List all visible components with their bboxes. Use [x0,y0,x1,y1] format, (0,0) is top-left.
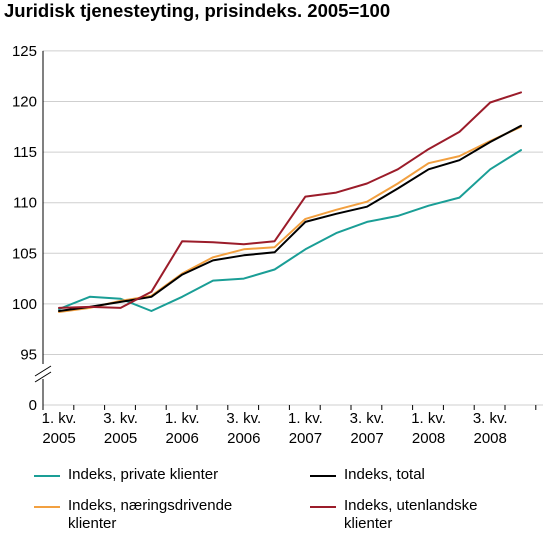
x-tick-label-0-line1: 1. kv. [42,410,77,427]
x-tick-label-4-line1: 1. kv. [165,410,200,427]
y-tick-label-120: 120 [12,94,37,111]
y-tick-label-0: 0 [29,397,37,414]
legend-label-private: Indeks, private klienter [68,466,219,483]
x-tick-label-2-line2: 2005 [104,430,137,447]
axis-break-mark-upper [34,365,52,377]
x-tick-label-14-line2: 2008 [474,430,507,447]
axis-break-mark-lower [34,371,52,383]
legend-swatch-private [34,475,60,477]
y-tick-label-95: 95 [20,347,37,364]
series-line-3 [58,91,522,309]
y-tick-label-125: 125 [12,43,37,60]
series-line-0 [58,149,522,312]
x-tick-label-8-line2: 2007 [289,430,322,447]
legend-label-naeringsdrivende: Indeks, næringsdrivende klienter [68,497,233,532]
x-tick-label-2-line1: 3. kv. [103,410,138,427]
legend-item-naeringsdrivende: Indeks, næringsdrivende klienter [34,497,232,533]
legend-swatch-naeringsdrivende [34,506,60,508]
x-tick-label-10-line1: 3. kv. [350,410,385,427]
legend-item-private: Indeks, private klienter [34,466,218,484]
legend-swatch-total [310,475,336,477]
x-tick-label-6-line1: 3. kv. [226,410,261,427]
x-tick-label-12-line1: 1. kv. [411,410,446,427]
legend-label-utenlandske: Indeks, utenlandske klienter [344,497,478,532]
x-tick-label-10-line2: 2007 [350,430,383,447]
x-tick-label-8-line1: 1. kv. [288,410,323,427]
x-tick-label-0-line2: 2005 [42,430,75,447]
x-tick-label-12-line2: 2008 [412,430,445,447]
legend-swatch-utenlandske [310,506,336,508]
chart-title: Juridisk tjenesteyting, prisindeks. 2005… [4,0,391,21]
legend-label-total: Indeks, total [344,466,425,483]
y-tick-label-105: 105 [12,245,37,262]
y-tick-label-115: 115 [13,144,37,161]
x-tick-label-4-line2: 2006 [166,430,199,447]
legend-item-utenlandske: Indeks, utenlandske klienter [310,497,477,533]
y-tick-label-110: 110 [13,195,37,212]
x-tick-label-14-line1: 3. kv. [473,410,508,427]
x-tick-label-6-line2: 2006 [227,430,260,447]
y-tick-label-100: 100 [12,296,37,313]
legend-item-total: Indeks, total [310,466,425,484]
